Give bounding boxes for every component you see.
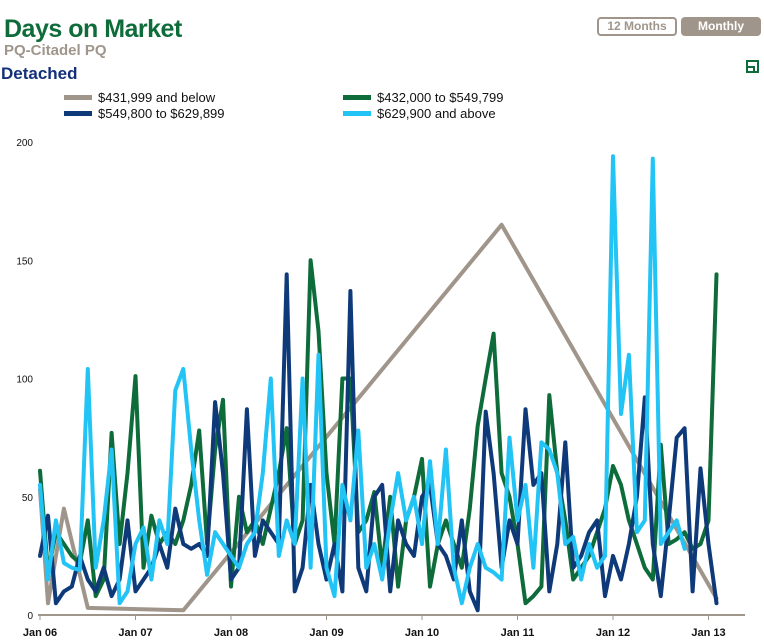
legend-item: $629,900 and above xyxy=(343,106,496,121)
expand-icon[interactable] xyxy=(746,60,759,73)
series-line-0 xyxy=(38,222,719,613)
y-tick-label: 50 xyxy=(22,493,34,504)
legend-item: $549,800 to $629,899 xyxy=(64,106,225,121)
legend-swatch xyxy=(64,111,92,116)
y-tick-label: 0 xyxy=(27,611,33,622)
legend-item: $431,999 and below xyxy=(64,90,215,105)
y-tick-label: 200 xyxy=(16,138,33,149)
monthly-button[interactable]: Monthly xyxy=(681,17,761,36)
legend-swatch xyxy=(343,111,371,116)
legend-label: $431,999 and below xyxy=(98,90,216,105)
y-tick-label: 100 xyxy=(16,375,33,386)
legend-swatch xyxy=(64,95,92,100)
legend-swatch xyxy=(343,95,371,100)
legend-label: $629,900 and above xyxy=(377,106,496,121)
y-tick-label: 150 xyxy=(16,256,33,267)
x-tick-label: Jan 10 xyxy=(405,627,439,639)
series-line-3 xyxy=(38,154,687,606)
x-tick-label: Jan 13 xyxy=(691,627,725,639)
legend-label: $549,800 to $629,899 xyxy=(98,106,225,121)
x-tick-label: Jan 11 xyxy=(501,627,535,639)
x-tick-label: Jan 06 xyxy=(23,627,57,639)
property-type-heading: Detached xyxy=(1,64,78,83)
x-tick-label: Jan 07 xyxy=(118,627,152,639)
legend-label: $432,000 to $549,799 xyxy=(377,90,504,105)
legend-item: $432,000 to $549,799 xyxy=(343,90,504,105)
x-tick-label: Jan 12 xyxy=(596,627,630,639)
x-tick-label: Jan 09 xyxy=(309,627,343,639)
page-title: Days on Market xyxy=(4,15,182,43)
x-tick-label: Jan 08 xyxy=(214,627,248,639)
series-line-1 xyxy=(38,258,719,606)
location-subtitle: PQ-Citadel PQ xyxy=(4,42,107,59)
twelve-months-button[interactable]: 12 Months xyxy=(597,17,677,36)
